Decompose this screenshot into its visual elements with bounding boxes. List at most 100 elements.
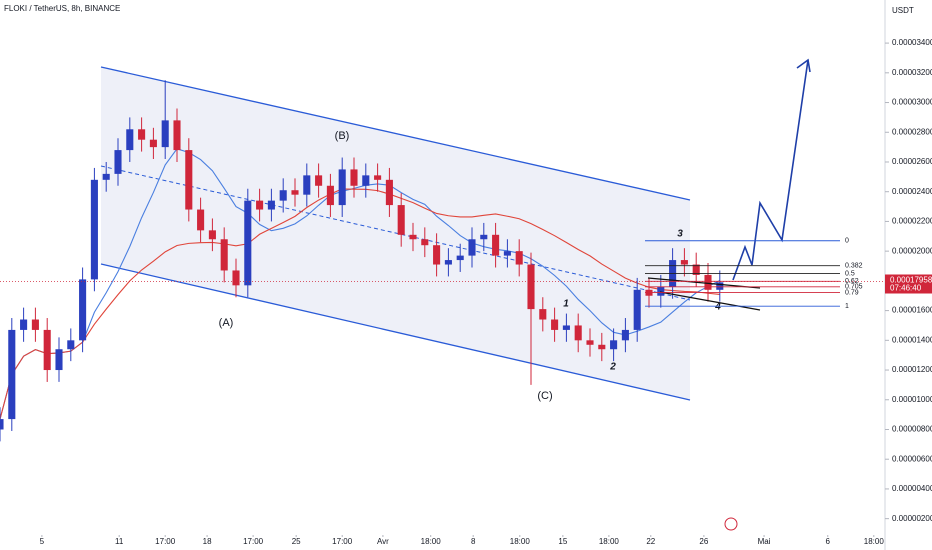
candle-body [421, 239, 429, 246]
y-tick-label: 0.000034000 [892, 38, 932, 47]
channel-top [100, 66, 691, 201]
countdown-label: 07:46:40 [890, 284, 922, 293]
candle-body [173, 120, 181, 151]
candle-body [126, 129, 134, 151]
candle-body [551, 319, 559, 330]
y-tick-label: 0.000026000 [892, 157, 932, 166]
candle-body [350, 169, 358, 186]
candle-body [492, 234, 500, 256]
x-tick-label: 26 [699, 537, 708, 546]
x-tick-label: 11 [115, 537, 124, 546]
y-tick-label: 0.000002000 [892, 514, 932, 523]
candle-body [716, 282, 724, 290]
candle-body [114, 150, 122, 174]
y-tick-label: 0.000024000 [892, 187, 932, 196]
candle-body [515, 251, 523, 265]
candle-body [279, 190, 287, 201]
event-icon[interactable] [724, 517, 738, 531]
candle-body [468, 239, 476, 256]
moving-average [0, 188, 720, 420]
x-tick-label: 17:00 [332, 537, 353, 546]
moving-average [0, 148, 721, 420]
candle-body [90, 179, 98, 280]
candle-body [138, 129, 146, 140]
candle-body [303, 175, 311, 195]
candle-body [20, 319, 28, 330]
channel-bottom [100, 263, 691, 401]
x-tick-label: 5 [40, 537, 45, 546]
candle-body [79, 279, 87, 341]
candle-body [43, 329, 51, 371]
candle-body [598, 344, 606, 350]
wave-label: 1 [563, 299, 569, 310]
moving-averages [0, 148, 721, 420]
candle-body [149, 139, 157, 148]
y-tick-label: 0.000032000 [892, 68, 932, 77]
x-tick-label: 17:00 [155, 537, 176, 546]
candle-body [633, 289, 641, 330]
x-tick-label: Avr [377, 537, 389, 546]
candle-body [244, 200, 252, 286]
candle-body [539, 309, 547, 320]
candle-body [610, 340, 618, 350]
candle-body [256, 200, 264, 210]
arrow-head [796, 58, 811, 73]
candle-body [102, 173, 110, 180]
candles [0, 80, 724, 442]
candle-body [562, 325, 570, 330]
candle-body [480, 234, 488, 240]
candle-body [680, 260, 688, 265]
fib-label: 0.5 [845, 270, 855, 277]
x-tick-label: 18 [203, 537, 212, 546]
annotation: (C) [537, 390, 552, 402]
y-tick-label: 0.000014000 [892, 335, 932, 344]
x-tick-label: 6 [826, 537, 831, 546]
wave-label: 4 [714, 302, 721, 313]
candle-body [621, 329, 629, 341]
candle-body [409, 234, 417, 240]
candle-body [704, 274, 712, 290]
channel-mid [100, 165, 691, 301]
candle-body [197, 209, 205, 231]
candle-body [31, 319, 39, 330]
y-tick-label: 0.000028000 [892, 127, 932, 136]
candle-body [67, 340, 75, 350]
x-tick-label: 25 [292, 537, 301, 546]
candle-body [503, 251, 511, 256]
candle-body [338, 169, 346, 206]
time-axis-bg [0, 535, 932, 550]
candle-body [232, 270, 240, 286]
wedge-bottom [659, 291, 761, 311]
candle-body [267, 200, 275, 210]
x-tick-label: 22 [646, 537, 655, 546]
candle-body [385, 179, 393, 206]
candle-body [315, 175, 323, 186]
candle-body [397, 205, 405, 235]
axes: 0.000002000 0.000004000 0.000006000 0.00000… [0, 38, 932, 546]
wave-label: 2 [609, 362, 616, 373]
candle-body [692, 264, 700, 275]
x-tick-label: 17:00 [243, 537, 264, 546]
x-tick-label: 18:00 [510, 537, 531, 546]
x-tick-label: 8 [471, 537, 476, 546]
fib-label: 0.62 [845, 278, 859, 285]
fib-label: 0.382 [845, 263, 863, 270]
candle-body [527, 264, 535, 310]
fib-label: 1 [845, 303, 849, 310]
x-tick-label: 18:00 [599, 537, 620, 546]
candle-body [291, 190, 299, 195]
y-tick-label: 0.000006000 [892, 454, 932, 463]
last-price-label: 0.00017958 [890, 276, 932, 285]
candle-body [456, 255, 464, 261]
x-tick-label: 18:00 [864, 537, 885, 546]
fib-label: 0.79 [845, 289, 859, 296]
projection-arrow [732, 59, 809, 281]
wave-label: 3 [677, 229, 683, 240]
y-tick-label: 0.000016000 [892, 306, 932, 315]
y-tick-label: 0.000020000 [892, 246, 932, 255]
annotation: (A) [219, 317, 234, 329]
candle-body [586, 340, 594, 345]
candle-body [55, 349, 63, 371]
candle-body [326, 185, 334, 206]
